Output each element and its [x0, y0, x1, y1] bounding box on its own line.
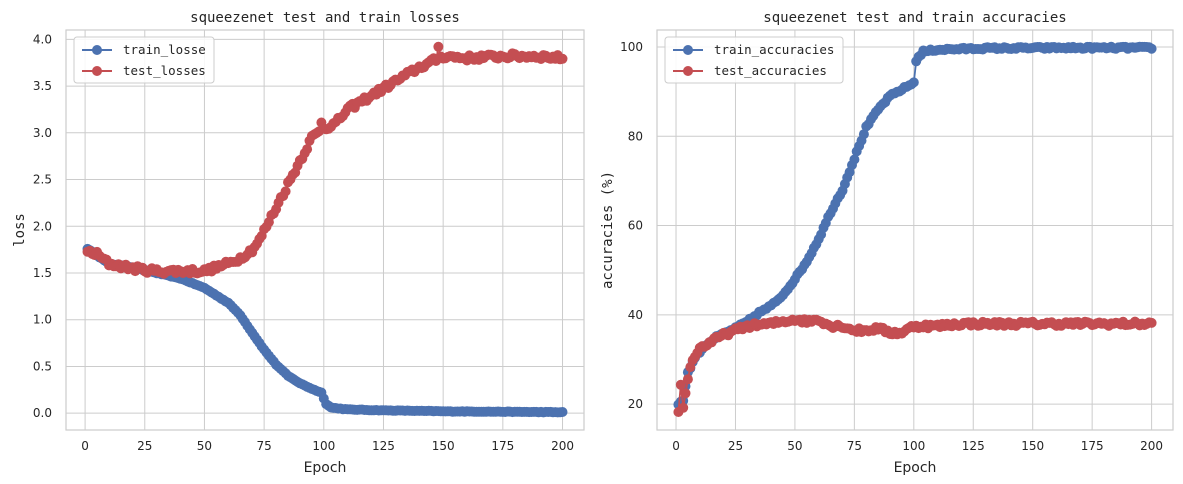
- loss-series-points-1: [82, 41, 568, 279]
- accuracy-chart-marks: [673, 41, 1157, 417]
- x-tick-label: 125: [962, 439, 985, 453]
- y-tick-label: 4.0: [33, 32, 52, 46]
- data-point: [302, 144, 313, 155]
- legend-box: [664, 36, 844, 84]
- x-tick-label: 100: [312, 439, 335, 453]
- y-tick-label: 100: [620, 40, 643, 54]
- x-tick-label: 150: [432, 439, 455, 453]
- data-point: [675, 379, 686, 390]
- loss-chart-marks: [82, 41, 568, 418]
- y-tick-label: 20: [628, 397, 643, 411]
- loss-chart-frame: [65, 29, 585, 431]
- x-tick-label: 25: [137, 439, 152, 453]
- loss-chart: squeezenet test and train losses 0 25 50 75…: [12, 10, 585, 476]
- x-tick-label: 100: [902, 439, 925, 453]
- data-point: [280, 186, 291, 197]
- legend-label-train: train_losse: [123, 42, 206, 57]
- legend-marker-train: [683, 45, 693, 55]
- loss-chart-ticks: 0 25 50 75 100 125 150 175 200 0.0 0.5 1.0 1.5 2.0 2.5…: [33, 32, 574, 453]
- x-tick-label: 175: [491, 439, 514, 453]
- x-tick-label: 200: [1140, 439, 1163, 453]
- x-tick-label: 50: [197, 439, 212, 453]
- accuracy-series-line-1: [677, 317, 1152, 413]
- loss-chart-ylabel: loss: [12, 213, 28, 247]
- x-tick-label: 75: [847, 439, 862, 453]
- x-tick-label: 175: [1081, 439, 1104, 453]
- legend-label-test: test_accuracies: [714, 63, 827, 78]
- x-tick-label: 0: [81, 439, 89, 453]
- y-tick-label: 2.0: [33, 219, 52, 233]
- y-tick-label: 1.0: [33, 313, 52, 327]
- loss-chart-grid: [66, 30, 584, 430]
- x-tick-label: 200: [551, 439, 574, 453]
- x-tick-label: 150: [1021, 439, 1044, 453]
- data-point: [557, 53, 568, 64]
- accuracy-chart-frame: [656, 29, 1174, 431]
- legend-label-test: test_losses: [123, 63, 206, 78]
- data-point: [682, 374, 693, 385]
- y-tick-label: 0.5: [33, 359, 52, 373]
- data-point: [849, 154, 860, 165]
- legend-marker-test: [92, 66, 102, 76]
- accuracy-chart-ylabel: accuracies (%): [600, 171, 616, 289]
- y-tick-label: 0.0: [33, 406, 52, 420]
- y-tick-label: 1.5: [33, 266, 52, 280]
- x-tick-label: 50: [787, 439, 802, 453]
- data-point: [557, 407, 568, 417]
- data-point: [1146, 317, 1157, 328]
- loss-chart-legend: train_losse test_losses: [73, 36, 215, 84]
- loss-chart-title: squeezenet test and train losses: [190, 10, 460, 26]
- legend-label-train: train_accuracies: [714, 42, 834, 57]
- accuracy-chart-title: squeezenet test and train accuracies: [763, 10, 1066, 26]
- data-point: [1146, 43, 1157, 54]
- accuracy-series-points-0: [673, 41, 1157, 410]
- y-tick-label: 2.5: [33, 173, 52, 187]
- accuracy-chart-xlabel: Epoch: [894, 460, 937, 476]
- data-point: [908, 77, 919, 88]
- accuracy-chart-grid: [657, 30, 1173, 430]
- accuracy-chart: squeezenet test and train accuracies 0 25…: [600, 10, 1174, 476]
- accuracy-chart-ticks: 0 25 50 75 100 125 150 175 200 20 40 60 80 100: [620, 40, 1163, 453]
- accuracy-series-points-1: [673, 314, 1157, 417]
- y-tick-label: 80: [628, 129, 643, 143]
- x-tick-label: 25: [728, 439, 743, 453]
- x-tick-label: 125: [372, 439, 395, 453]
- data-point: [680, 388, 691, 399]
- data-point: [433, 41, 444, 52]
- x-tick-label: 0: [672, 439, 680, 453]
- legend-marker-train: [92, 45, 102, 55]
- y-tick-label: 3.0: [33, 126, 52, 140]
- x-tick-label: 75: [256, 439, 271, 453]
- data-point: [858, 129, 869, 140]
- loss-chart-xlabel: Epoch: [304, 460, 347, 476]
- legend-marker-test: [683, 66, 693, 76]
- accuracy-chart-legend: train_accuracies test_accuracies: [664, 36, 844, 84]
- y-tick-label: 60: [628, 219, 643, 233]
- data-point: [678, 402, 689, 413]
- y-tick-label: 40: [628, 308, 643, 322]
- y-tick-label: 3.5: [33, 79, 52, 93]
